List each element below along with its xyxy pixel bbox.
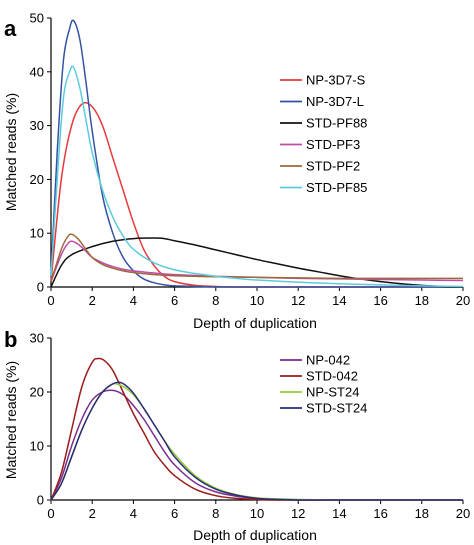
x-tick-label: 16 — [373, 293, 387, 308]
legend-label: NP-3D7-S — [306, 73, 366, 88]
panel-b-ylabel: Matched reads (%) — [3, 361, 19, 479]
x-tick-label: 10 — [250, 506, 264, 521]
y-tick-label: 40 — [30, 64, 44, 79]
panel-b-series — [50, 357, 463, 501]
x-tick-label: 2 — [89, 293, 96, 308]
y-tick-label: 0 — [37, 493, 44, 508]
panel-b-axes — [50, 338, 463, 501]
x-tick-label: 8 — [212, 506, 219, 521]
legend-label: STD-PF85 — [306, 180, 367, 195]
x-tick-label: 2 — [89, 506, 96, 521]
x-tick-label: 6 — [171, 506, 178, 521]
y-tick-label: 10 — [30, 439, 44, 454]
y-tick-label: 20 — [30, 172, 44, 187]
legend-label: STD-PF3 — [306, 137, 360, 152]
panel-a-letter: a — [4, 16, 17, 41]
panel-b-ticks: 0 2 4 6 8 10 12 14 16 18 20 0 10 20 30 — [30, 331, 471, 522]
series-line-std-pf88 — [50, 237, 464, 288]
x-tick-label: 14 — [332, 293, 346, 308]
panel-b: b 0 2 4 6 8 10 12 14 16 18 20 0 10 20 30 NP-042STD-042… — [3, 327, 470, 543]
series-line-std-pf3 — [50, 240, 464, 282]
y-tick-label: 20 — [30, 385, 44, 400]
panel-a-legend: NP-3D7-S NP-3D7-L STD-PF88 STD-PF3 STD-PF2 ST… — [280, 73, 367, 195]
x-tick-label: 20 — [456, 506, 470, 521]
x-tick-label: 18 — [415, 293, 429, 308]
panel-a-ticks: 0 2 4 6 8 10 12 14 16 18 20 0 10 20 30 40 50 — [30, 11, 471, 309]
panel-a-series — [50, 19, 464, 288]
x-tick-label: 12 — [291, 293, 305, 308]
series-line-std-st24 — [50, 381, 463, 501]
panel-b-xlabel: Depth of duplication — [193, 527, 317, 543]
x-tick-label: 0 — [47, 506, 54, 521]
legend-label: STD-PF88 — [306, 116, 367, 131]
x-tick-label: 8 — [212, 293, 219, 308]
y-tick-label: 10 — [30, 226, 44, 241]
x-tick-label: 10 — [250, 293, 264, 308]
legend-label: STD-PF2 — [306, 159, 360, 174]
legend-label: NP-3D7-L — [306, 94, 364, 109]
x-tick-label: 16 — [373, 506, 387, 521]
x-tick-label: 4 — [130, 506, 137, 521]
panel-a-axes — [50, 18, 463, 288]
panel-a-ylabel: Matched reads (%) — [3, 93, 19, 211]
legend-label: STD-042 — [306, 369, 358, 384]
x-tick-label: 6 — [171, 293, 178, 308]
legend-label: NP-ST24 — [306, 385, 359, 400]
legend-label: STD-ST24 — [306, 401, 367, 416]
y-tick-label: 30 — [30, 331, 44, 346]
series-line-np-3d7-l — [50, 19, 463, 288]
series-line-std-042 — [50, 357, 463, 501]
series-line-np-042 — [50, 389, 463, 501]
panel-a-xlabel: Depth of duplication — [193, 315, 317, 331]
x-tick-label: 12 — [291, 506, 305, 521]
panel-b-letter: b — [4, 327, 17, 352]
x-tick-label: 14 — [332, 506, 346, 521]
legend-label: NP-042 — [306, 353, 350, 368]
y-tick-label: 50 — [30, 11, 44, 26]
x-tick-label: 4 — [130, 293, 137, 308]
x-tick-label: 20 — [456, 293, 470, 308]
series-line-std-pf2 — [50, 233, 463, 282]
x-tick-label: 18 — [415, 506, 429, 521]
y-tick-label: 30 — [30, 118, 44, 133]
series-line-np-st24 — [50, 382, 463, 501]
y-tick-label: 0 — [37, 280, 44, 295]
x-tick-label: 0 — [47, 293, 54, 308]
series-line-std-pf85 — [50, 65, 464, 288]
